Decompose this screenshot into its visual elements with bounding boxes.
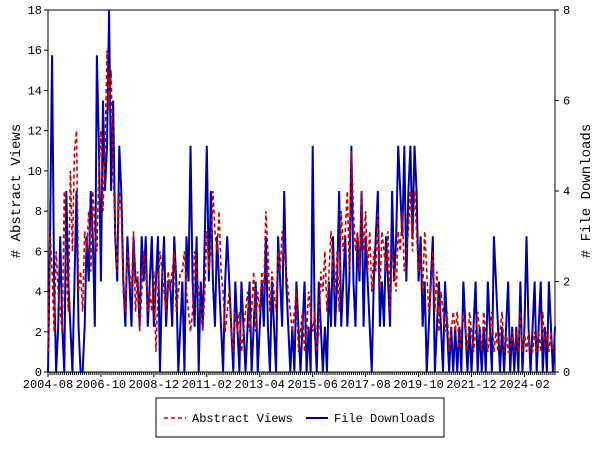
y-axis-label: # Abstract Views (9, 124, 25, 258)
x-tick-label: 2019-10 (393, 378, 443, 392)
y-tick-label: 14 (28, 84, 42, 98)
x-tick-label: 2017-08 (340, 378, 390, 392)
series-line (47, 9, 556, 373)
y-tick-label: 4 (35, 286, 42, 300)
y-tick-label: 0 (35, 366, 42, 380)
y2-tick-label: 0 (563, 366, 570, 380)
y-tick-label: 2 (35, 326, 42, 340)
legend-box (155, 397, 445, 438)
y-tick-label: 6 (35, 245, 42, 259)
x-tick-label: 2024-02 (499, 378, 549, 392)
x-tick-label: 2006-10 (76, 378, 126, 392)
x-tick-label: 2015-06 (287, 378, 337, 392)
y-tick-label: 12 (28, 125, 42, 139)
series-line (47, 50, 555, 353)
x-tick-label: 2011-02 (182, 378, 232, 392)
y-tick-label: 18 (28, 4, 42, 18)
y2-axis-label: # File Downloads (579, 124, 595, 258)
y2-tick-label: 6 (563, 95, 570, 109)
y2-tick-label: 8 (563, 4, 570, 18)
y2-tick-label: 4 (563, 185, 570, 199)
y-tick-label: 8 (35, 205, 42, 219)
x-tick-label: 2008-12 (129, 378, 179, 392)
x-tick-label: 2013-04 (235, 378, 285, 392)
y2-tick-label: 2 (563, 276, 570, 290)
legend-label: File Downloads (334, 412, 435, 426)
legend-label: Abstract Views (192, 412, 293, 426)
y-tick-label: 16 (28, 44, 42, 58)
x-tick-label: 2021-12 (446, 378, 496, 392)
y-tick-label: 10 (28, 165, 42, 179)
x-tick-label: 2004-08 (23, 378, 73, 392)
